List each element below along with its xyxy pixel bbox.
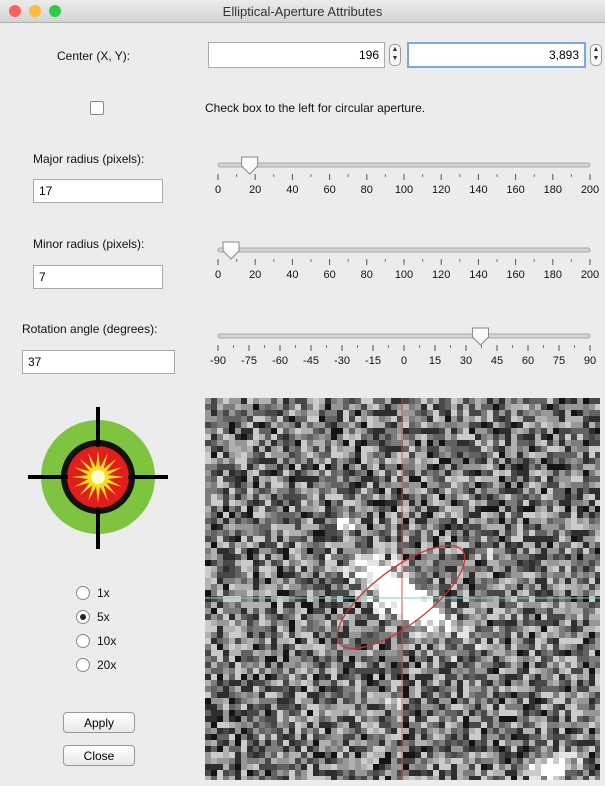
slider-tick-label: 90 <box>584 355 596 367</box>
slider-tick-label: 0 <box>401 355 407 367</box>
slider-thumb <box>472 328 488 345</box>
slider-tick-label: 80 <box>361 269 373 281</box>
value-field[interactable]: 37 <box>22 350 175 374</box>
slider-tick-label: -30 <box>334 355 350 367</box>
slider-tick-label: 120 <box>432 269 450 281</box>
radio-label: 20x <box>97 658 116 672</box>
slider-tick-label: 120 <box>432 184 450 196</box>
slider-tick-label: 40 <box>286 184 298 196</box>
slider-tick-label: -60 <box>272 355 288 367</box>
slider-tick-label: -75 <box>241 355 257 367</box>
radio-button[interactable] <box>77 659 90 672</box>
value-field[interactable]: 7 <box>33 265 163 289</box>
slider-tick-label: 140 <box>469 184 487 196</box>
radio-label: 1x <box>97 586 110 600</box>
slider-track <box>218 248 590 252</box>
slider-tick-label: 20 <box>249 184 261 196</box>
slider-label: Rotation angle (degrees): <box>22 322 157 336</box>
radio-button[interactable] <box>77 587 90 600</box>
slider-tick-label: 20 <box>249 269 261 281</box>
slider-tick-label: 30 <box>460 355 472 367</box>
close-button[interactable]: Close <box>63 745 135 766</box>
slider-tick-label: 40 <box>286 269 298 281</box>
slider-track <box>218 334 590 338</box>
target-center <box>91 470 105 484</box>
radio-label: 5x <box>97 610 110 624</box>
slider-tick-label: 160 <box>506 269 524 281</box>
slider-tick-label: 45 <box>491 355 503 367</box>
slider-tick-label: 200 <box>581 269 599 281</box>
slider-tick-label: -15 <box>365 355 381 367</box>
slider-tick-label: 180 <box>544 269 562 281</box>
slider-tick-label: 75 <box>553 355 565 367</box>
slider-thumb <box>242 157 258 174</box>
dialog-window: Elliptical-Aperture Attributes Center (X… <box>0 0 605 786</box>
slider-tick-label: 60 <box>522 355 534 367</box>
radio-button[interactable] <box>77 635 90 648</box>
slider-tick-label: 60 <box>323 269 335 281</box>
radio-label: 10x <box>97 634 116 648</box>
slider-tick-label: 140 <box>469 269 487 281</box>
slider-tick-label: 60 <box>323 184 335 196</box>
slider-tick-label: 100 <box>395 184 413 196</box>
slider-thumb <box>223 242 239 259</box>
slider-tick-label: -45 <box>303 355 319 367</box>
slider-label: Minor radius (pixels): <box>33 237 144 251</box>
apply-button[interactable]: Apply <box>63 712 135 733</box>
slider-label: Major radius (pixels): <box>33 152 144 166</box>
slider-tick-label: 0 <box>215 269 221 281</box>
value-field[interactable]: 17 <box>33 179 163 203</box>
slider-tick-label: 15 <box>429 355 441 367</box>
slider-tick-label: 0 <box>215 184 221 196</box>
slider-tick-label: 200 <box>581 184 599 196</box>
slider-track <box>218 163 590 167</box>
slider-tick-label: 160 <box>506 184 524 196</box>
slider-tick-label: -90 <box>210 355 226 367</box>
slider-tick-label: 180 <box>544 184 562 196</box>
slider-tick-label: 100 <box>395 269 413 281</box>
controls-canvas: 0 20 40 60 80 100 120 140 160 180 200 0 20 40 60 80 100 1… <box>0 0 605 786</box>
slider-tick-label: 80 <box>361 184 373 196</box>
radio-dot <box>80 614 86 620</box>
